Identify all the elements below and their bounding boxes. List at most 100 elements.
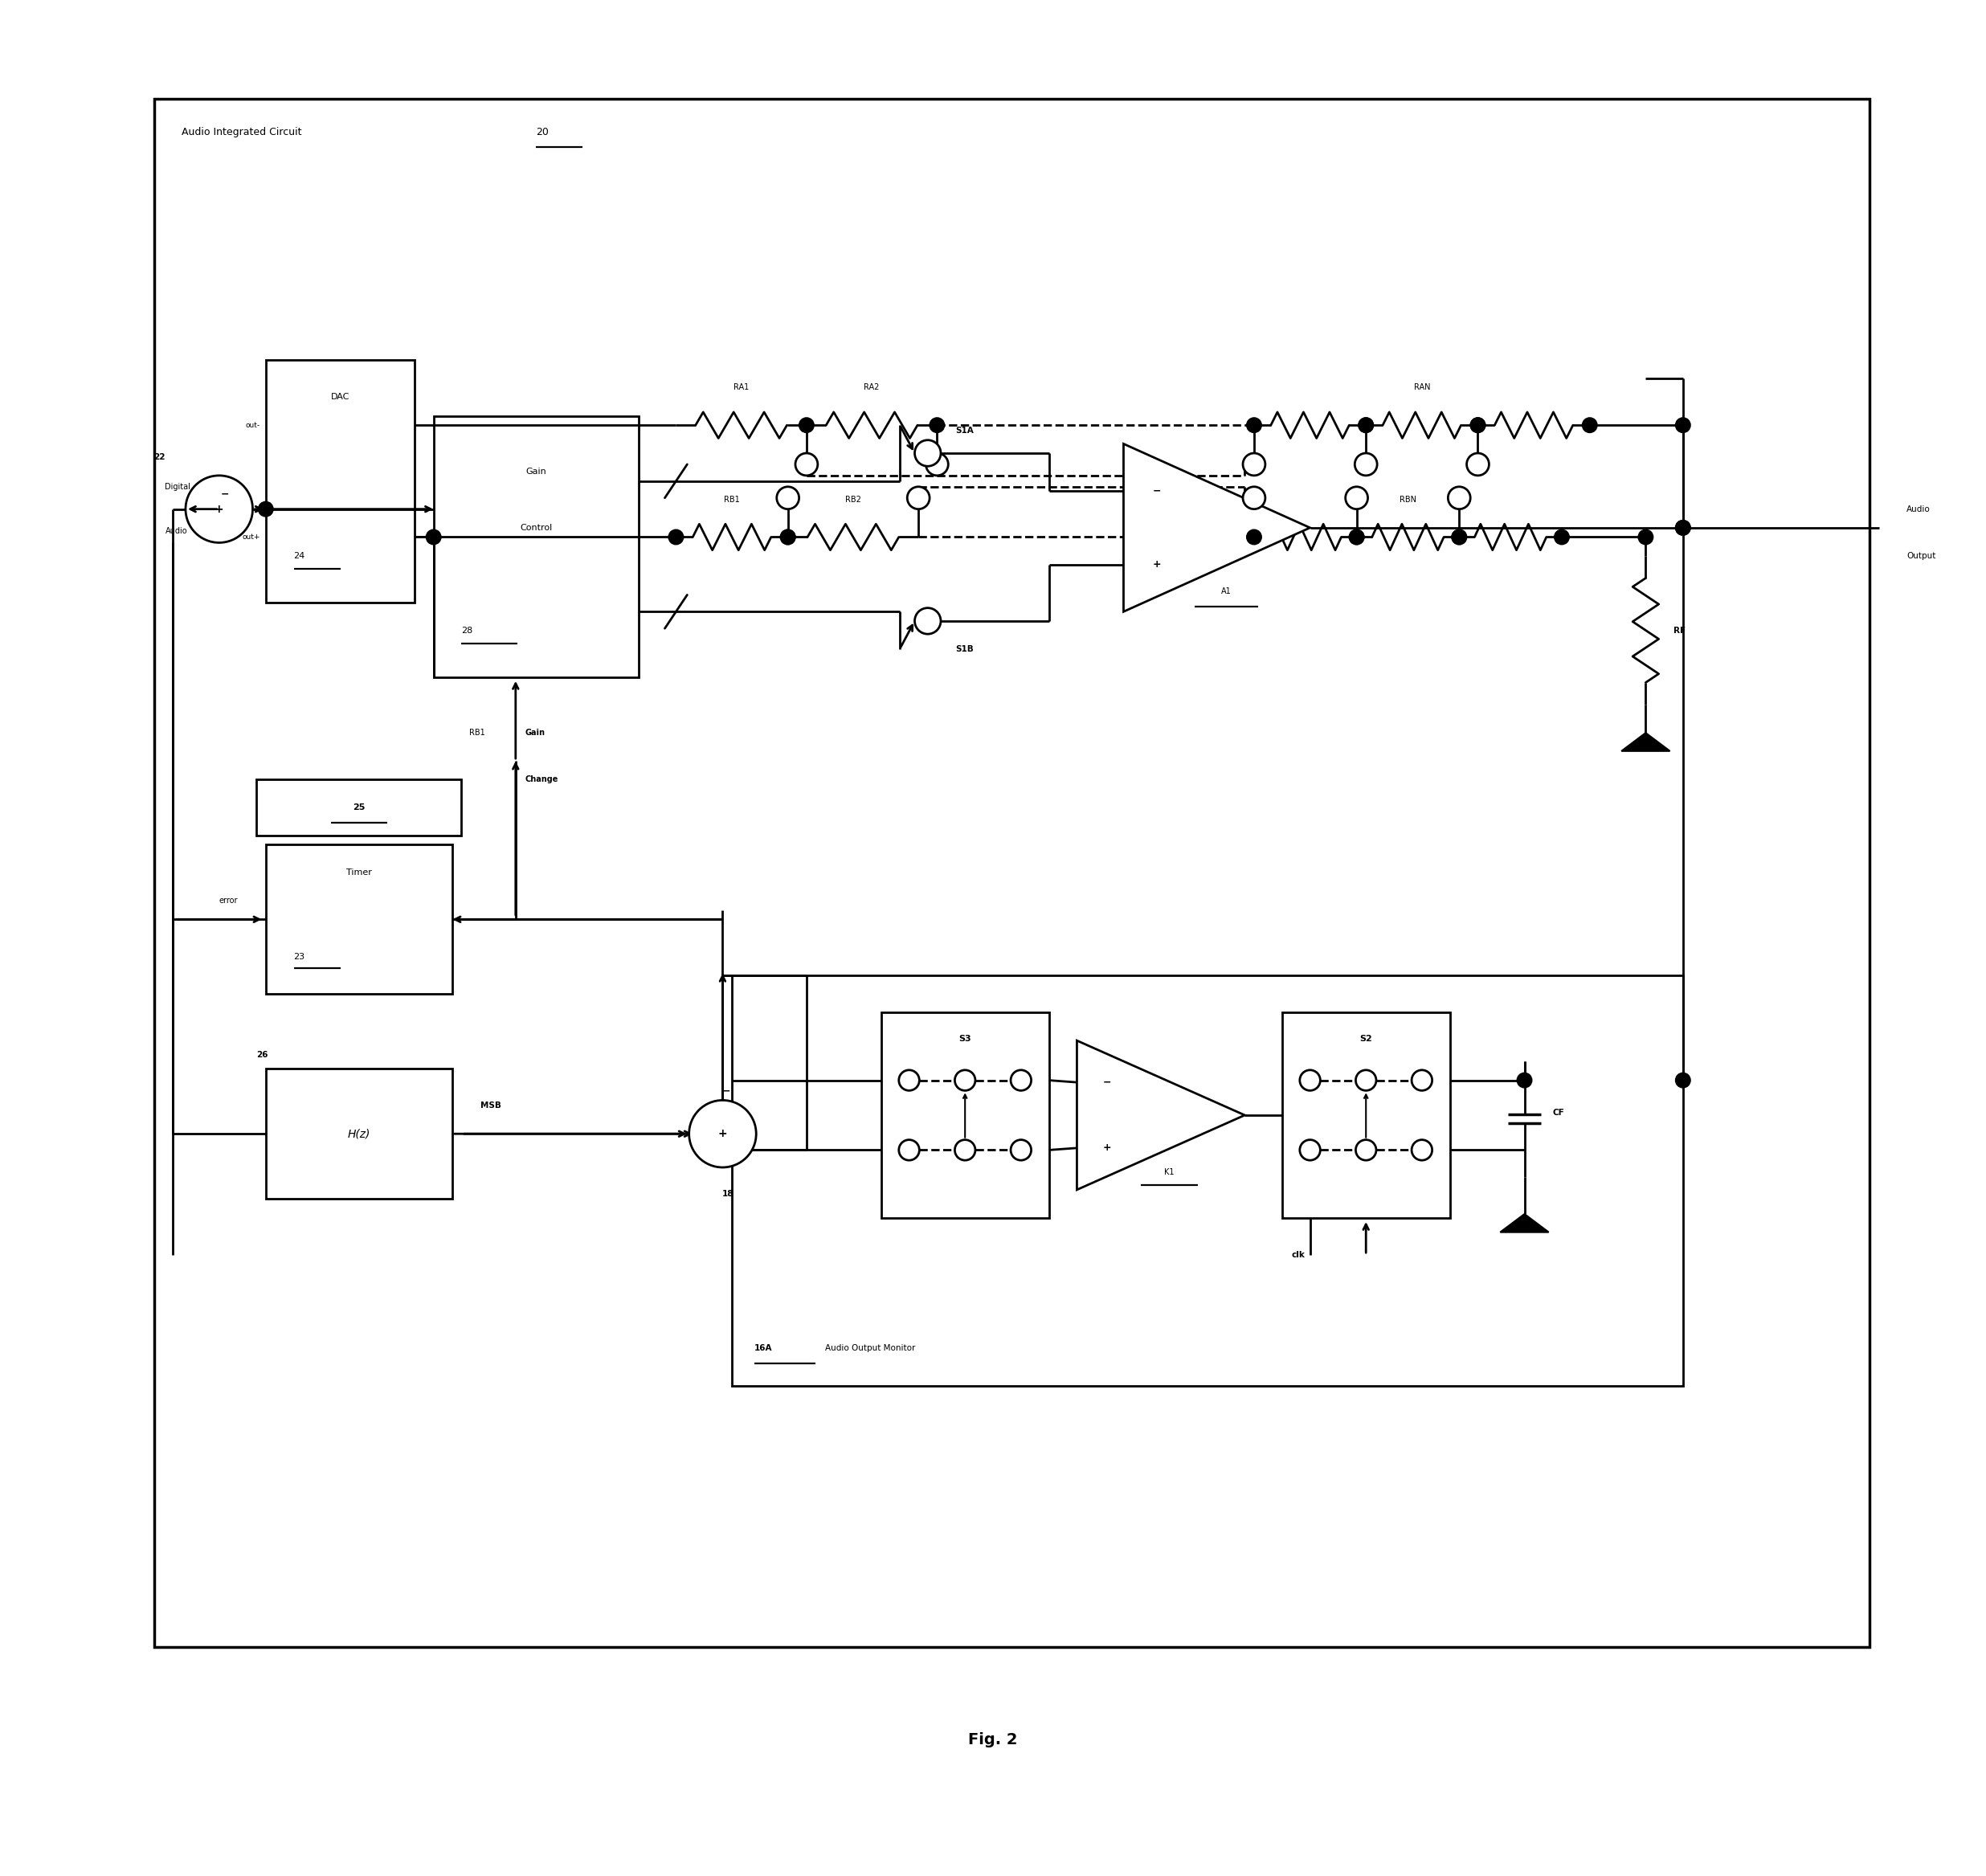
Text: 18: 18 xyxy=(723,1189,735,1197)
Circle shape xyxy=(1247,529,1261,544)
Circle shape xyxy=(916,441,941,467)
Text: S2: S2 xyxy=(1360,1036,1372,1043)
Circle shape xyxy=(1412,1141,1432,1159)
Circle shape xyxy=(1299,1141,1321,1159)
Text: +: + xyxy=(214,503,224,514)
Text: 28: 28 xyxy=(461,627,473,634)
Circle shape xyxy=(1470,418,1486,433)
Polygon shape xyxy=(1124,445,1311,612)
Circle shape xyxy=(1583,418,1597,433)
Circle shape xyxy=(669,529,683,544)
Text: out-: out- xyxy=(246,422,260,430)
Circle shape xyxy=(794,454,818,475)
Text: RB1: RB1 xyxy=(725,495,741,503)
Text: S3: S3 xyxy=(959,1036,971,1043)
Text: Audio: Audio xyxy=(1907,505,1930,514)
Text: A1: A1 xyxy=(1221,587,1231,595)
Circle shape xyxy=(1676,418,1690,433)
Text: RB2: RB2 xyxy=(846,495,862,503)
Circle shape xyxy=(798,418,814,433)
Text: Output: Output xyxy=(1907,552,1936,559)
Circle shape xyxy=(1348,529,1364,544)
Text: Control: Control xyxy=(520,523,552,531)
Circle shape xyxy=(1358,418,1374,433)
Circle shape xyxy=(1345,486,1368,508)
Circle shape xyxy=(1243,454,1265,475)
Circle shape xyxy=(1247,418,1261,433)
Text: −: − xyxy=(220,490,228,499)
Circle shape xyxy=(1555,529,1569,544)
Text: Audio: Audio xyxy=(165,527,187,535)
Text: +: + xyxy=(1152,559,1162,570)
Circle shape xyxy=(1452,529,1466,544)
Circle shape xyxy=(1412,1069,1432,1090)
Bar xyxy=(1283,1013,1450,1218)
Circle shape xyxy=(955,1141,975,1159)
Text: K1: K1 xyxy=(1164,1169,1174,1176)
Text: RA1: RA1 xyxy=(733,383,749,392)
Text: MSB: MSB xyxy=(481,1101,500,1109)
Circle shape xyxy=(908,486,929,508)
Circle shape xyxy=(258,501,274,516)
Circle shape xyxy=(1517,1073,1531,1088)
Circle shape xyxy=(1356,1141,1376,1159)
Text: RA2: RA2 xyxy=(864,383,880,392)
Text: out+: out+ xyxy=(242,533,260,540)
Circle shape xyxy=(1676,520,1690,535)
Text: 22: 22 xyxy=(153,452,165,461)
Text: Fig. 2: Fig. 2 xyxy=(969,1732,1017,1748)
Bar xyxy=(266,1069,453,1199)
Circle shape xyxy=(1354,454,1376,475)
Circle shape xyxy=(955,1069,975,1090)
Bar xyxy=(882,1013,1049,1218)
Text: Audio Integrated Circuit: Audio Integrated Circuit xyxy=(183,128,302,137)
Circle shape xyxy=(1011,1141,1031,1159)
Circle shape xyxy=(185,475,252,542)
Circle shape xyxy=(900,1069,920,1090)
Circle shape xyxy=(925,454,947,475)
Text: RB1: RB1 xyxy=(469,730,485,737)
Text: 26: 26 xyxy=(256,1051,268,1060)
Circle shape xyxy=(1011,1069,1031,1090)
Polygon shape xyxy=(1621,734,1670,750)
Text: Digital: Digital xyxy=(165,482,191,492)
Bar xyxy=(266,360,415,602)
Circle shape xyxy=(1243,486,1265,508)
Text: 20: 20 xyxy=(536,128,548,137)
Text: −: − xyxy=(1102,1077,1112,1088)
Text: +: + xyxy=(1102,1142,1112,1154)
Circle shape xyxy=(1356,1069,1376,1090)
Text: Change: Change xyxy=(524,775,558,784)
Circle shape xyxy=(1676,1073,1690,1088)
Bar xyxy=(733,976,1682,1386)
Text: Gain: Gain xyxy=(526,467,546,477)
Circle shape xyxy=(916,608,941,634)
Text: S1A: S1A xyxy=(955,426,973,435)
Polygon shape xyxy=(1076,1041,1245,1189)
Text: Gain: Gain xyxy=(524,730,544,737)
Circle shape xyxy=(1299,1069,1321,1090)
Bar xyxy=(153,99,1869,1647)
Text: S1B: S1B xyxy=(955,645,973,653)
Circle shape xyxy=(1452,529,1466,544)
Text: −: − xyxy=(723,1086,731,1096)
Circle shape xyxy=(1348,529,1364,544)
Circle shape xyxy=(689,1099,757,1167)
Bar xyxy=(266,844,453,994)
Text: H(z): H(z) xyxy=(348,1127,369,1139)
Text: 24: 24 xyxy=(294,552,306,559)
Text: Audio Output Monitor: Audio Output Monitor xyxy=(824,1343,916,1353)
Circle shape xyxy=(900,1141,920,1159)
Circle shape xyxy=(1358,418,1374,433)
Text: Timer: Timer xyxy=(346,869,371,876)
Circle shape xyxy=(1470,418,1486,433)
Bar xyxy=(256,780,461,835)
Circle shape xyxy=(427,529,441,544)
Circle shape xyxy=(1638,529,1652,544)
Text: RF: RF xyxy=(1674,627,1686,634)
Circle shape xyxy=(1448,486,1470,508)
Circle shape xyxy=(1676,520,1690,535)
Polygon shape xyxy=(1499,1214,1549,1233)
Circle shape xyxy=(1466,454,1490,475)
Circle shape xyxy=(780,529,794,544)
